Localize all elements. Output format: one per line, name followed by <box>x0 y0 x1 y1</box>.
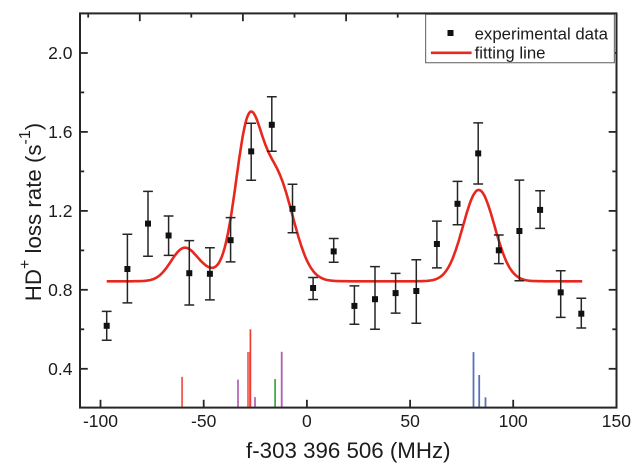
svg-text:1.6: 1.6 <box>48 122 72 142</box>
svg-text:HD+ loss rate (s-1): HD+ loss rate (s-1) <box>17 123 46 301</box>
svg-text:-50: -50 <box>191 411 217 431</box>
svg-text:-100: -100 <box>83 411 118 431</box>
svg-text:2.0: 2.0 <box>48 43 73 63</box>
svg-text:150: 150 <box>602 411 631 431</box>
svg-text:100: 100 <box>499 411 528 431</box>
svg-text:fitting line: fitting line <box>475 44 546 63</box>
svg-text:1.2: 1.2 <box>48 201 72 221</box>
svg-text:50: 50 <box>400 411 420 431</box>
svg-text:f-303 396 506 (MHz): f-303 396 506 (MHz) <box>246 438 450 463</box>
svg-text:0.4: 0.4 <box>48 359 73 379</box>
svg-text:0.8: 0.8 <box>48 280 72 300</box>
svg-text:experimental data: experimental data <box>475 25 609 44</box>
svg-text:0: 0 <box>302 411 312 431</box>
